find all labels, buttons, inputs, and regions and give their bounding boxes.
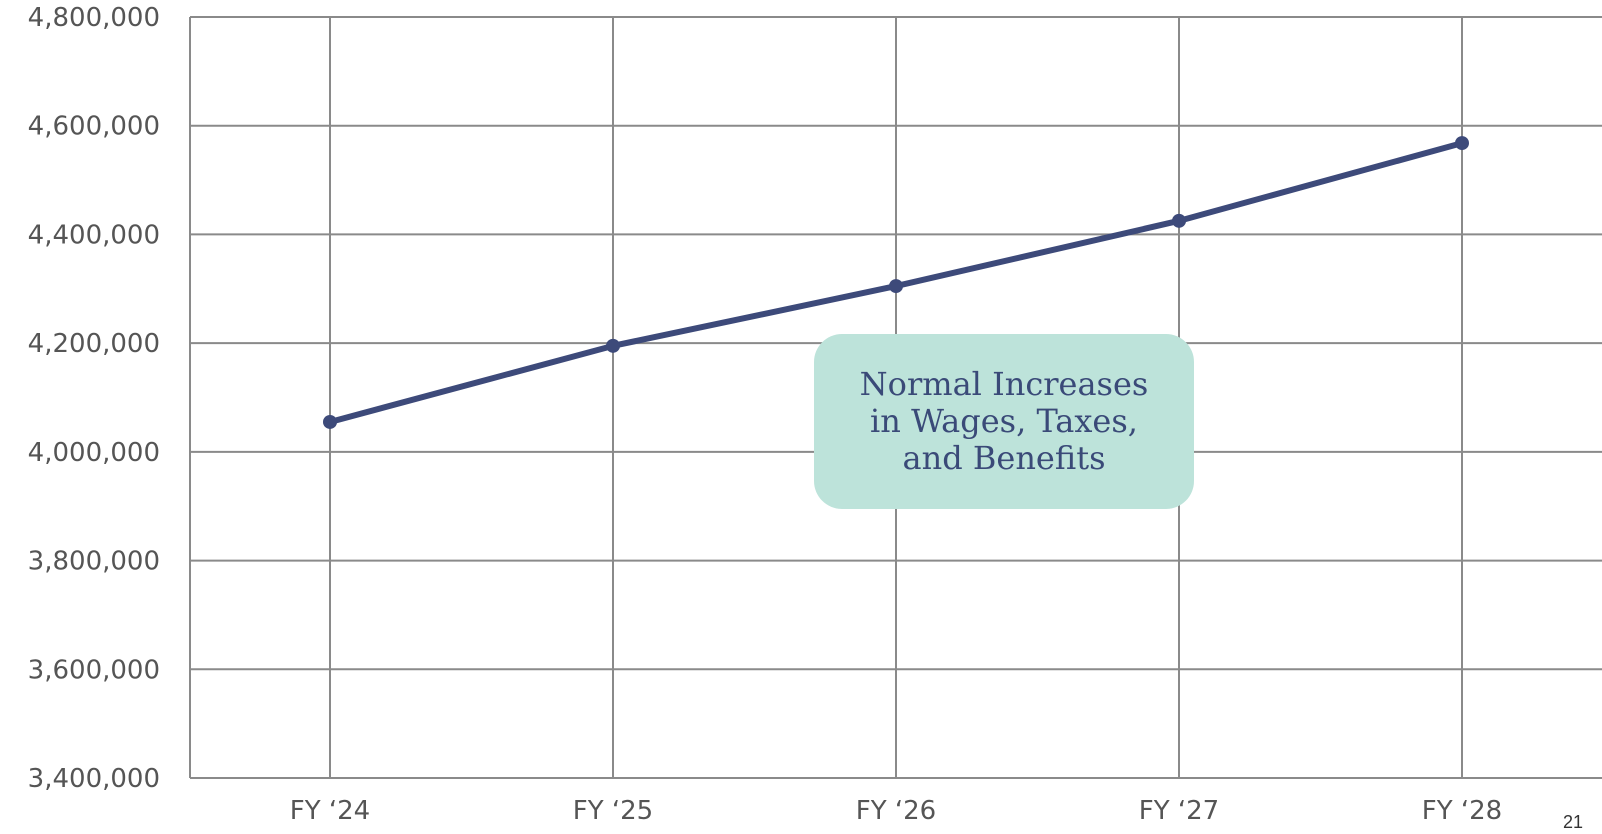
y-tick-label-1: 3,600,000	[28, 655, 160, 685]
x-tick-label-1: FY ‘25	[573, 796, 653, 826]
x-tick-label-2: FY ‘26	[856, 796, 936, 826]
x-tick-label-0: FY ‘24	[290, 796, 370, 826]
x-axis-ticks: FY ‘24 FY ‘25 FY ‘26 FY ‘27 FY ‘28	[290, 796, 1502, 826]
data-point-0-0	[323, 414, 337, 429]
y-tick-label-7: 4,800,000	[28, 3, 160, 33]
y-tick-label-6: 4,600,000	[28, 112, 160, 142]
data-point-0-3	[1172, 213, 1186, 228]
y-tick-label-2: 3,800,000	[28, 547, 160, 577]
data-point-0-1	[606, 338, 620, 353]
annotation-text: Normal Increases in Wages, Taxes, and Be…	[859, 365, 1149, 477]
page-number: 21	[1563, 812, 1584, 832]
y-tick-label-3: 4,000,000	[28, 438, 160, 468]
data-point-0-2	[889, 279, 903, 294]
series-layer	[323, 136, 1469, 429]
y-tick-label-5: 4,400,000	[28, 220, 160, 250]
x-tick-label-3: FY ‘27	[1139, 796, 1219, 826]
annotation-box: Normal Increases in Wages, Taxes, and Be…	[814, 334, 1194, 509]
data-point-0-4	[1455, 136, 1469, 151]
y-tick-label-0: 3,400,000	[28, 764, 160, 794]
y-axis-ticks: 3,400,000 3,600,000 3,800,000 4,000,000 4,20…	[28, 3, 160, 794]
x-tick-label-4: FY ‘28	[1422, 796, 1502, 826]
y-tick-label-4: 4,200,000	[28, 329, 160, 359]
